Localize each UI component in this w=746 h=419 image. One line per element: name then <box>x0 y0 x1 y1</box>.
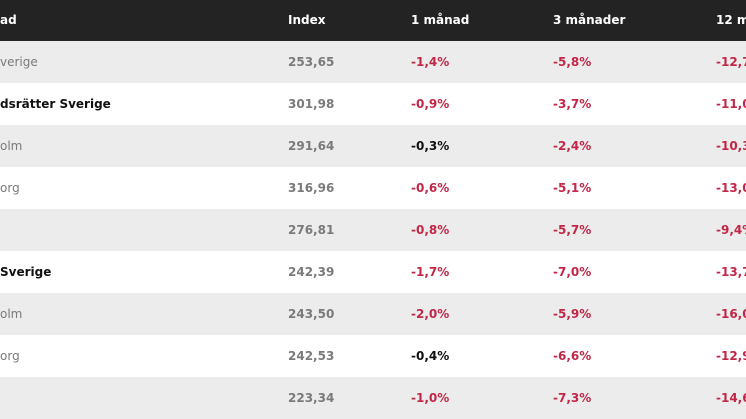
table-row: verige 253,65 -1,4% -5,8% -12,7% <box>0 41 746 83</box>
index-value: 253,65 <box>288 55 335 69</box>
change-value: -7,0% <box>553 265 592 279</box>
row-label: org <box>0 349 20 363</box>
change-value: -0,9% <box>411 97 450 111</box>
change-value: -9,4% <box>716 223 746 237</box>
change-value: -13,0% <box>716 181 746 195</box>
index-value: 291,64 <box>288 139 335 153</box>
index-value: 242,39 <box>288 265 335 279</box>
change-value: -7,3% <box>553 391 592 405</box>
change-value: -2,0% <box>411 307 450 321</box>
change-value: -1,0% <box>411 391 450 405</box>
row-label: org <box>0 181 20 195</box>
table-row: Sverige 242,39 -1,7% -7,0% -13,7% <box>0 251 746 293</box>
header-cell: 12 månader <box>716 13 746 27</box>
change-value: -0,8% <box>411 223 450 237</box>
change-value: -16,0% <box>716 307 746 321</box>
change-value: -5,9% <box>553 307 592 321</box>
row-label: Sverige <box>0 265 52 279</box>
header-row: ad Index 1 månad 3 månader 12 månader <box>0 0 746 41</box>
header-cell: 1 månad <box>411 13 470 27</box>
header-cell: 3 månader <box>553 13 626 27</box>
change-value: -10,3% <box>716 139 746 153</box>
header-cell: ad <box>0 13 17 27</box>
change-value: -3,7% <box>553 97 592 111</box>
index-value: 243,50 <box>288 307 335 321</box>
row-label: dsrätter Sverige <box>0 97 111 111</box>
index-value: 301,98 <box>288 97 335 111</box>
table-row: org 242,53 -0,4% -6,6% -12,9% <box>0 335 746 377</box>
change-value: -13,7% <box>716 265 746 279</box>
index-value: 242,53 <box>288 349 335 363</box>
row-label: olm <box>0 139 23 153</box>
change-value: -1,4% <box>411 55 450 69</box>
table-row: org 316,96 -0,6% -5,1% -13,0% <box>0 167 746 209</box>
index-value: 316,96 <box>288 181 335 195</box>
table-row: 276,81 -0,8% -5,7% -9,4% <box>0 209 746 251</box>
row-label: olm <box>0 307 23 321</box>
table-row: 223,34 -1,0% -7,3% -14,6% <box>0 377 746 419</box>
change-value: -11,0% <box>716 97 746 111</box>
table-row: dsrätter Sverige 301,98 -0,9% -3,7% -11,0% <box>0 83 746 125</box>
change-value: -5,8% <box>553 55 592 69</box>
change-value: -0,4% <box>411 349 450 363</box>
change-value: -0,6% <box>411 181 450 195</box>
change-value: -12,9% <box>716 349 746 363</box>
table-row: olm 243,50 -2,0% -5,9% -16,0% <box>0 293 746 335</box>
index-value: 223,34 <box>288 391 335 405</box>
change-value: -2,4% <box>553 139 592 153</box>
change-value: -12,7% <box>716 55 746 69</box>
change-value: -1,7% <box>411 265 450 279</box>
row-label: verige <box>0 55 38 69</box>
change-value: -6,6% <box>553 349 592 363</box>
change-value: -5,1% <box>553 181 592 195</box>
header-cell: Index <box>288 13 326 27</box>
change-value: -0,3% <box>411 139 450 153</box>
table-row: olm 291,64 -0,3% -2,4% -10,3% <box>0 125 746 167</box>
change-value: -5,7% <box>553 223 592 237</box>
index-value: 276,81 <box>288 223 335 237</box>
change-value: -14,6% <box>716 391 746 405</box>
